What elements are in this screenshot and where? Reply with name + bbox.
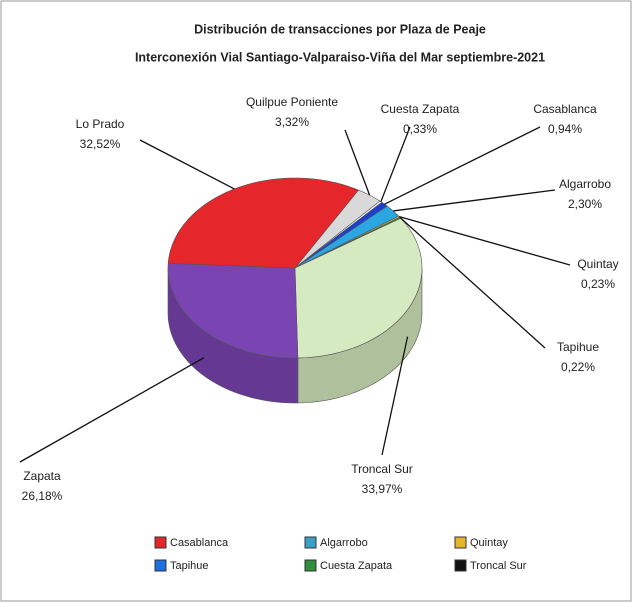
legend-label: Quintay — [470, 537, 508, 549]
leader-line — [344, 129, 371, 196]
slice-label: Troncal Sur — [351, 462, 413, 476]
legend-swatch — [304, 536, 317, 549]
slice — [294, 205, 400, 269]
legend-swatch — [304, 559, 317, 572]
chart-subtitle: Interconexión Vial Santiago-Valparaiso-V… — [135, 50, 545, 64]
slice-label: Zapata — [23, 469, 61, 483]
slice-value-label: 0,94% — [548, 122, 582, 136]
leader-line — [399, 216, 571, 266]
chart-title: Distribución de transacciones por Plaza … — [194, 22, 486, 36]
leader-line — [393, 189, 556, 212]
slice-label: Tapihue — [557, 340, 599, 354]
slice-label: Cuesta Zapata — [381, 102, 460, 116]
leader-line — [399, 217, 546, 349]
slice — [167, 177, 359, 269]
slice-value-label: 0,22% — [561, 360, 595, 374]
leader-line — [139, 139, 235, 190]
slice-label: Algarrobo — [559, 177, 611, 191]
slice-value-label: 26,18% — [22, 489, 63, 503]
slice-value-label: 33,97% — [362, 482, 403, 496]
slice-value-label: 32,52% — [80, 137, 121, 151]
legend-swatch — [154, 559, 167, 572]
legend-label: Tapihue — [170, 560, 209, 572]
legend-label: Algarrobo — [320, 537, 368, 549]
slice-value-label: 2,30% — [568, 197, 602, 211]
legend-swatch — [454, 536, 467, 549]
legend-label: Troncal Sur — [470, 560, 527, 572]
leader-line — [384, 126, 541, 205]
slice — [167, 263, 299, 359]
leader-line — [19, 357, 205, 463]
slice — [294, 189, 381, 269]
slice-label: Lo Prado — [76, 117, 125, 131]
leader-line — [381, 336, 409, 456]
slice-label: Casablanca — [533, 102, 597, 116]
slice-label: Quilpue Poniente — [246, 95, 338, 109]
slice-value-label: 0,23% — [581, 277, 615, 291]
slice — [294, 217, 423, 359]
slice-value-label: 0,33% — [403, 122, 437, 136]
leader-line — [380, 126, 411, 202]
slice-label: Quintay — [577, 257, 618, 271]
legend-label: Cuesta Zapata — [320, 560, 393, 572]
legend-label: Casablanca — [170, 537, 229, 549]
legend-swatch — [454, 559, 467, 572]
slice-value-label: 3,32% — [275, 115, 309, 129]
legend-swatch — [154, 536, 167, 549]
